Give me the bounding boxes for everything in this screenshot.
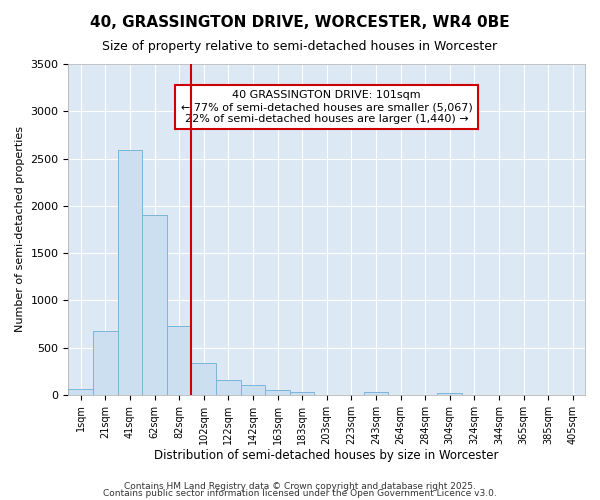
Text: Contains public sector information licensed under the Open Government Licence v3: Contains public sector information licen… <box>103 490 497 498</box>
Bar <box>142 215 167 395</box>
Y-axis label: Number of semi-detached properties: Number of semi-detached properties <box>15 126 25 332</box>
Bar <box>68 389 93 395</box>
Bar <box>216 380 241 395</box>
X-axis label: Distribution of semi-detached houses by size in Worcester: Distribution of semi-detached houses by … <box>154 450 499 462</box>
Text: 40 GRASSINGTON DRIVE: 101sqm
← 77% of semi-detached houses are smaller (5,067)
2: 40 GRASSINGTON DRIVE: 101sqm ← 77% of se… <box>181 90 473 124</box>
Bar <box>241 386 265 395</box>
Bar <box>191 362 216 395</box>
Bar <box>290 392 314 395</box>
Bar <box>118 150 142 395</box>
Bar <box>93 330 118 395</box>
Text: Contains HM Land Registry data © Crown copyright and database right 2025.: Contains HM Land Registry data © Crown c… <box>124 482 476 491</box>
Bar <box>364 392 388 395</box>
Text: Size of property relative to semi-detached houses in Worcester: Size of property relative to semi-detach… <box>103 40 497 53</box>
Bar <box>265 390 290 395</box>
Bar <box>437 393 462 395</box>
Bar <box>167 326 191 395</box>
Text: 40, GRASSINGTON DRIVE, WORCESTER, WR4 0BE: 40, GRASSINGTON DRIVE, WORCESTER, WR4 0B… <box>90 15 510 30</box>
